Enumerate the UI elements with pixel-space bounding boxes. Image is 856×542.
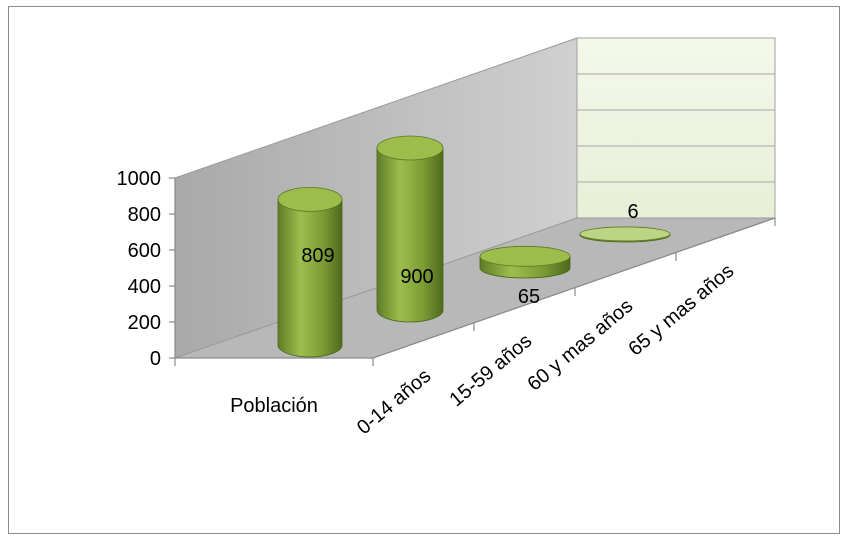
- y-tick-label: 200: [128, 312, 161, 334]
- y-tick-label: 800: [128, 204, 161, 226]
- x-tick-label: Población: [230, 395, 318, 417]
- cylinder-body: [277, 198, 343, 358]
- cylinder-top: [479, 245, 571, 267]
- cylinder-top: [376, 135, 444, 161]
- x-tick-label: 15-59 años: [445, 330, 536, 411]
- cylinder-body: [376, 147, 444, 323]
- cylinder-bar: [579, 226, 671, 243]
- y-tick-label: 0: [150, 348, 161, 370]
- cylinder-top: [277, 186, 343, 212]
- data-label: 6: [627, 201, 638, 223]
- y-tick-label: 1000: [117, 168, 162, 190]
- bars: 809 900 65 6: [277, 135, 671, 358]
- floor-tick-marks: [174, 217, 776, 366]
- y-axis: 0 200 400 600 800 1000: [117, 168, 176, 370]
- back-wall: [576, 37, 776, 219]
- x-tick-label: 60 y mas años: [523, 295, 637, 395]
- depth-axis-line: [372, 217, 776, 359]
- cylinder-bar: [376, 135, 444, 323]
- data-label: 900: [400, 266, 433, 288]
- data-label: 809: [301, 245, 334, 267]
- cylinder-bar: [277, 186, 343, 358]
- cylinder-top: [579, 226, 671, 242]
- data-label: 65: [518, 286, 540, 308]
- gridlines: [577, 73, 775, 183]
- y-tick-label: 400: [128, 276, 161, 298]
- y-tick-label: 600: [128, 240, 161, 262]
- x-tick-label: 0-14 años: [353, 365, 435, 439]
- x-tick-label: 65 y mas años: [624, 260, 738, 360]
- cylinder-bar: [479, 245, 571, 279]
